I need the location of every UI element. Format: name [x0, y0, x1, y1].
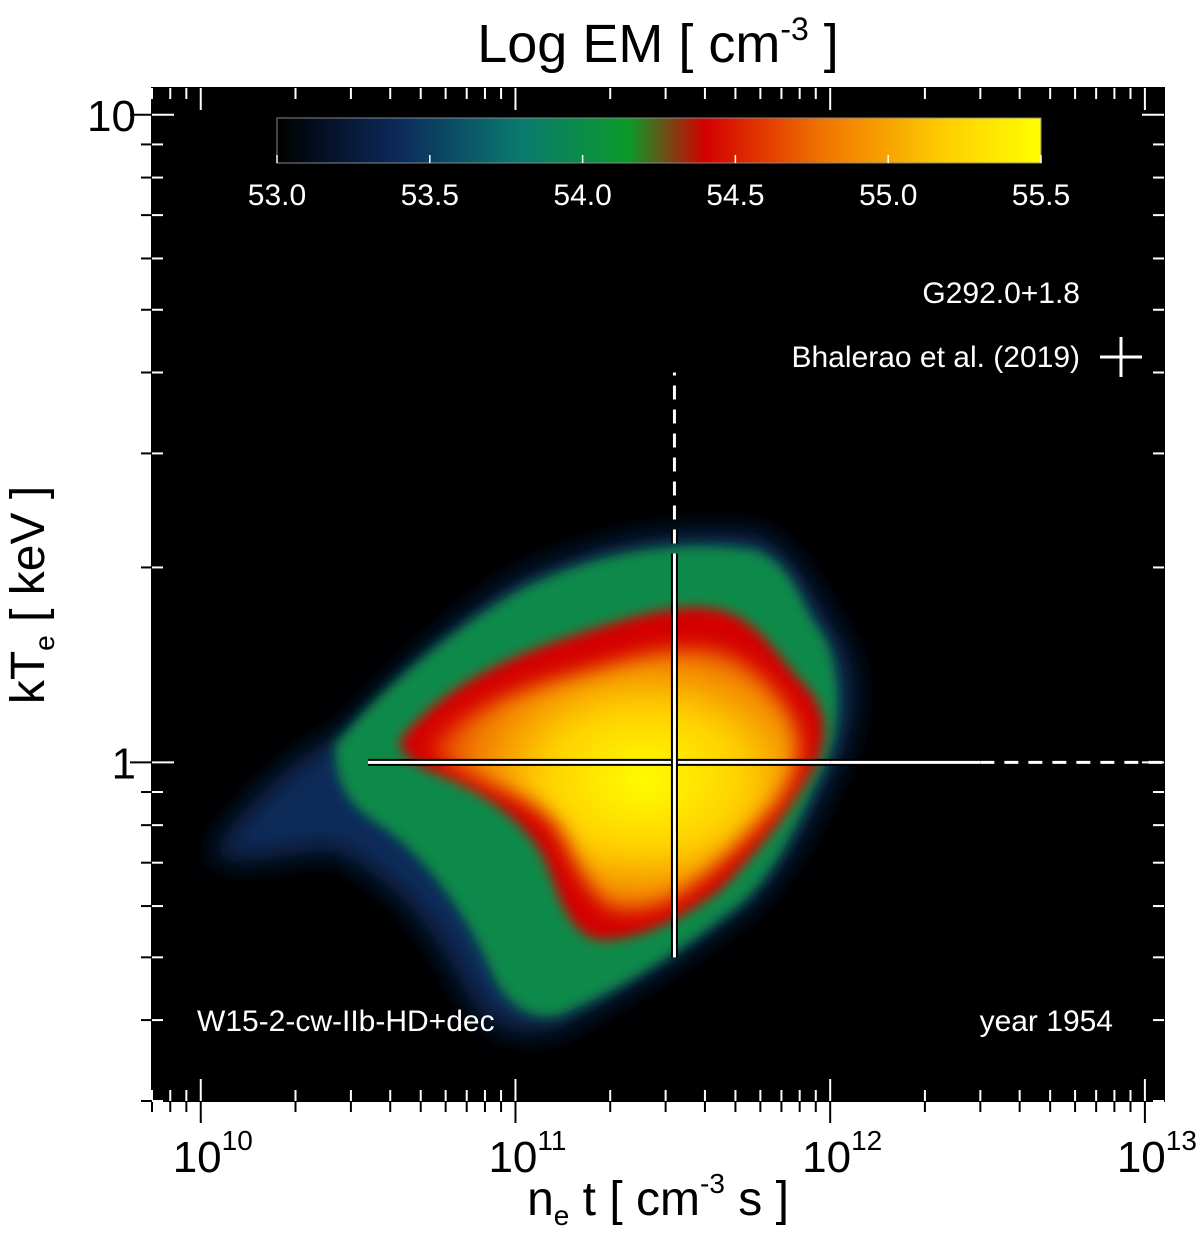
y-tick-label: 1: [112, 739, 136, 788]
y-axis-ticks: 1 10: [87, 92, 1164, 1102]
observation-legend-marker: [1100, 337, 1142, 377]
colorbar-ticks: 53.0 53.5 54.0 54.5 55.0 55.5: [248, 155, 1070, 212]
object-name-label: G292.0+1.8: [922, 277, 1080, 310]
x-tick-label: 1012: [802, 1125, 882, 1182]
x-tick-label: 1010: [173, 1125, 253, 1182]
y-axis-label: kTe [ keV ]: [2, 486, 60, 704]
colorbar-tick-label: 53.0: [248, 179, 306, 212]
plot-frame: [151, 87, 1165, 1102]
colorbar-tick-label: 53.5: [401, 179, 459, 212]
emission-measure-map: [210, 532, 854, 1033]
model-label: W15-2-cw-IIb-HD+dec: [197, 1005, 495, 1038]
colorbar-tick-label: 55.5: [1012, 179, 1070, 212]
observation-legend-label: Bhalerao et al. (2019): [791, 341, 1080, 374]
x-tick-label: 1011: [488, 1125, 566, 1182]
chart-title: Log EM [ cm-3 ]: [477, 11, 839, 74]
colorbar: [276, 117, 1042, 164]
x-axis-ticks: 1010 1011 1012 1013: [151, 88, 1197, 1182]
colorbar-tick-label: 54.5: [706, 179, 764, 212]
colorbar-tick-label: 54.0: [553, 179, 611, 212]
colorbar-tick-label: 55.0: [859, 179, 917, 212]
x-tick-label: 1013: [1117, 1125, 1197, 1182]
em-level-core: [430, 648, 799, 911]
y-tick-label: 10: [87, 92, 136, 141]
observation-crosshair: [368, 372, 1164, 958]
x-axis-label: ne t [ cm-3 s ]: [527, 1168, 789, 1231]
epoch-label: year 1954: [980, 1005, 1113, 1038]
